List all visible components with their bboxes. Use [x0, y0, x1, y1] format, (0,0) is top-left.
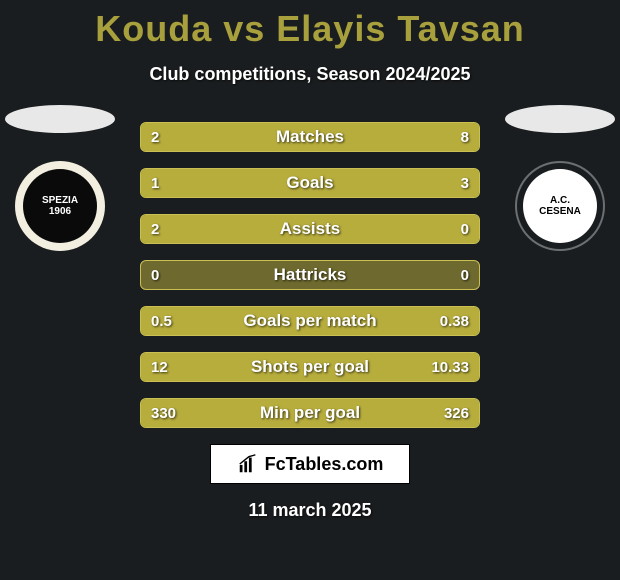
stat-label: Shots per goal [141, 353, 479, 381]
club-right: A.C. CESENA [500, 105, 620, 251]
stat-row: 0.50.38Goals per match [140, 306, 480, 336]
stat-row: 20Assists [140, 214, 480, 244]
page-title: Kouda vs Elayis Tavsan [0, 0, 620, 50]
site-logo-text: FcTables.com [265, 454, 384, 475]
stat-row: 13Goals [140, 168, 480, 198]
stat-row: 28Matches [140, 122, 480, 152]
stat-label: Min per goal [141, 399, 479, 427]
club-badge-left-label: SPEZIA 1906 [23, 169, 97, 243]
site-logo[interactable]: FcTables.com [210, 444, 410, 484]
stat-row: 00Hattricks [140, 260, 480, 290]
stat-label: Goals [141, 169, 479, 197]
player-ellipse-left [5, 105, 115, 133]
stat-row: 330326Min per goal [140, 398, 480, 428]
club-badge-right-label: A.C. CESENA [523, 169, 597, 243]
club-badge-right: A.C. CESENA [515, 161, 605, 251]
stat-label: Assists [141, 215, 479, 243]
club-left: SPEZIA 1906 [0, 105, 120, 251]
footer-date: 11 march 2025 [0, 500, 620, 521]
player-ellipse-right [505, 105, 615, 133]
club-badge-left: SPEZIA 1906 [15, 161, 105, 251]
chart-icon [237, 453, 259, 475]
stat-row: 1210.33Shots per goal [140, 352, 480, 382]
stats-bars: 28Matches 13Goals 20Assists 00Hattricks 0.50… [140, 122, 480, 444]
stat-label: Hattricks [141, 261, 479, 289]
stat-label: Goals per match [141, 307, 479, 335]
stat-label: Matches [141, 123, 479, 151]
subtitle: Club competitions, Season 2024/2025 [0, 64, 620, 85]
